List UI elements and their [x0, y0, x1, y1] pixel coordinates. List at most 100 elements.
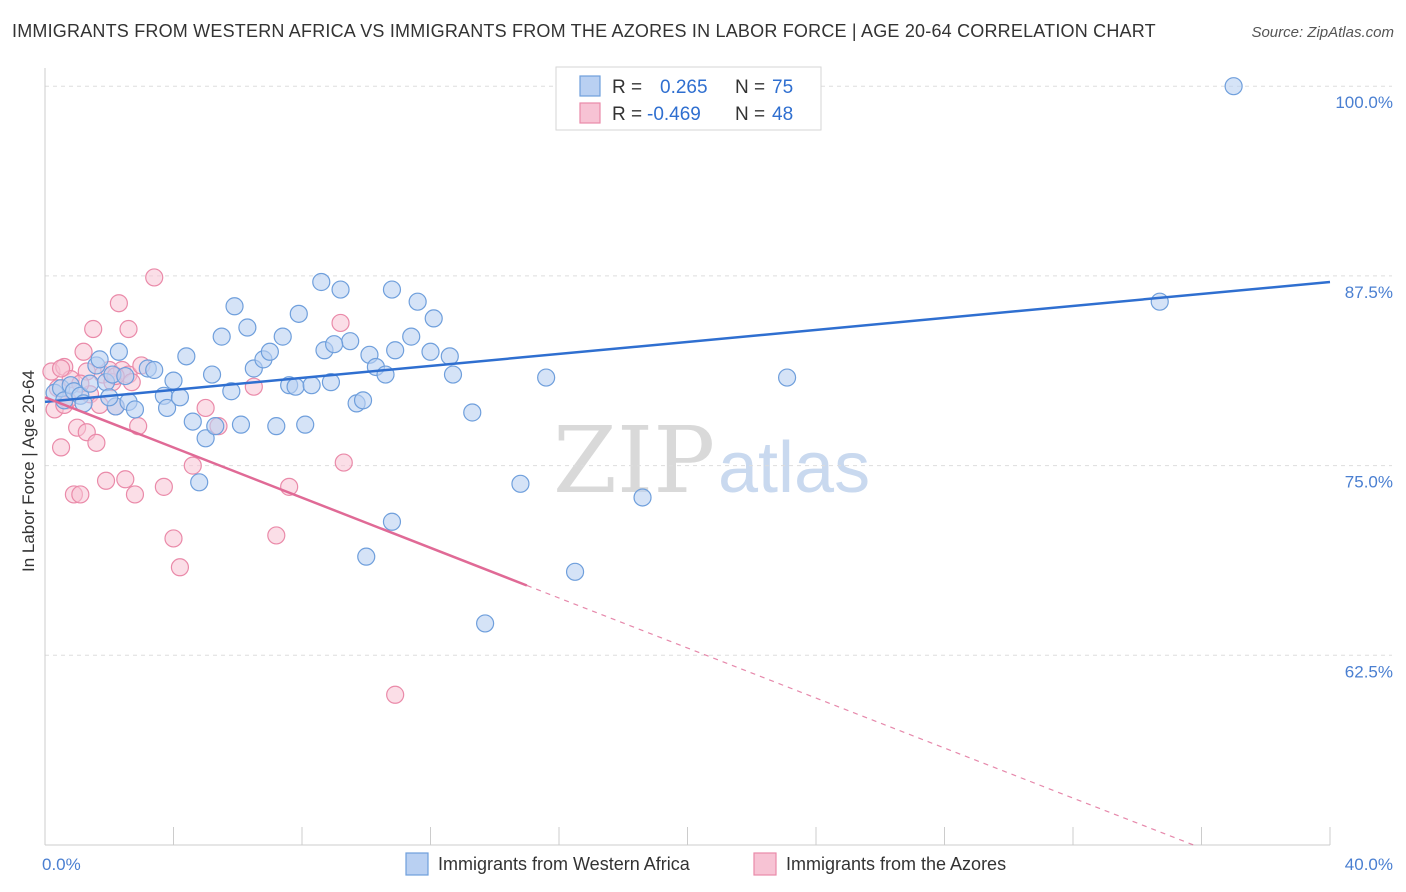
azores-point-30	[154, 477, 173, 496]
y-tick-label-0: 62.5%	[1345, 662, 1393, 681]
x-tick-label-0: 0.0%	[42, 855, 81, 874]
western-africa-point-66	[537, 368, 556, 387]
western-africa-point-28	[206, 417, 225, 436]
azores-point-31	[164, 529, 183, 548]
x-tick-label-1: 40.0%	[1345, 855, 1393, 874]
western-africa-point-63	[440, 347, 459, 366]
legend-r-label-1: R =	[612, 77, 642, 98]
azores-point-43	[96, 471, 116, 490]
western-africa-point-46	[321, 373, 341, 392]
western-africa-point-65	[511, 474, 530, 493]
western-africa-point-60	[421, 342, 440, 361]
legend-swatch-western-africa	[579, 75, 601, 97]
western-africa-point-32	[231, 415, 251, 434]
western-africa-point-48	[341, 332, 360, 351]
trend-line-azores-dashed	[526, 584, 1194, 846]
western-africa-point-64	[463, 403, 482, 422]
y-axis-label: In Labor Force | Age 20-64	[19, 370, 38, 572]
western-africa-point-18	[145, 360, 164, 380]
western-africa-point-38	[273, 327, 292, 346]
western-africa-point-14	[116, 366, 135, 386]
western-africa-point-16	[125, 400, 145, 419]
western-africa-point-9	[90, 350, 109, 369]
western-africa-point-26	[196, 429, 215, 448]
western-africa-point-71	[1224, 77, 1243, 96]
western-africa-point-42	[296, 415, 315, 434]
x-tick-labels: 0.0% 40.0%	[42, 855, 1393, 874]
legend-r-value-1: 0.265	[660, 77, 708, 98]
azores-point-13	[84, 319, 103, 339]
azores-point-10	[74, 342, 93, 361]
azores-point-34	[196, 398, 215, 418]
western-africa-point-56	[382, 280, 402, 299]
western-africa-point-59	[408, 292, 427, 311]
azores-point-28	[119, 319, 138, 339]
western-africa-point-69	[777, 368, 797, 387]
bottom-legend-label-western-africa: Immigrants from Western Africa	[438, 854, 691, 874]
bottom-legend-swatch-azores	[753, 852, 777, 876]
western-africa-point-21	[164, 371, 183, 390]
trend-line-azores	[44, 396, 528, 587]
western-africa-point-7	[80, 374, 100, 393]
azores-point-39	[331, 313, 350, 333]
western-africa-point-25	[190, 473, 209, 492]
azores-point-20	[109, 294, 128, 313]
legend-box: R = 0.265 N = 75 R = -0.469 N = 48	[555, 66, 822, 131]
western-africa-point-47	[331, 280, 350, 299]
bottom-legend-label-azores: Immigrants from the Azores	[786, 854, 1006, 874]
bottom-legend-swatch-western-africa	[405, 852, 429, 876]
western-africa-point-22	[170, 388, 190, 407]
legend-n-value-2: 48	[772, 104, 793, 125]
western-africa-point-67	[565, 562, 585, 581]
western-africa-point-70	[1150, 292, 1169, 311]
western-africa-point-37	[267, 417, 286, 436]
western-africa-point-31	[225, 297, 244, 316]
y-tick-label-3: 100.0%	[1335, 93, 1393, 112]
azores-point-14	[87, 433, 106, 452]
western-africa-point-30	[222, 382, 241, 401]
western-africa-point-74	[325, 335, 344, 354]
y-tick-labels: 62.5% 75.0% 87.5% 100.0%	[1335, 93, 1393, 681]
legend-r-value-2: -0.469	[647, 104, 701, 125]
azores-point-29	[145, 268, 164, 287]
western-africa-point-72	[476, 614, 495, 633]
western-africa-point-62	[443, 365, 463, 384]
chart-title: IMMIGRANTS FROM WESTERN AFRICA VS IMMIGR…	[12, 21, 1156, 41]
azores-point-32	[170, 558, 190, 577]
azores-point-41	[386, 685, 405, 704]
legend-n-label-2: N =	[735, 104, 765, 125]
legend-n-label-1: N =	[735, 77, 765, 98]
legend-swatch-azores	[579, 102, 601, 124]
legend-r-label-2: R =	[612, 104, 642, 125]
western-africa-point-13	[109, 342, 128, 361]
trend-line-western-africa	[44, 280, 1331, 404]
western-africa-point-57	[386, 341, 405, 360]
western-africa-point-24	[183, 412, 202, 431]
watermark-atlas: atlas	[718, 428, 870, 508]
azores-point-9	[71, 485, 90, 504]
western-africa-point-55	[382, 512, 402, 531]
axes	[44, 68, 1331, 846]
azores-point-44	[51, 359, 71, 378]
western-africa-point-40	[286, 377, 305, 396]
azores-point-22	[116, 470, 135, 489]
bottom-legend: Immigrants from Western Africa Immigrant…	[405, 852, 1006, 876]
legend-n-value-1: 75	[772, 77, 793, 98]
trend-lines	[44, 280, 1331, 846]
azores-point-3	[51, 438, 71, 457]
western-africa-point-23	[177, 347, 196, 366]
western-africa-point-44	[312, 272, 331, 292]
western-africa-point-29	[212, 327, 231, 346]
azores-point-40	[334, 453, 353, 472]
y-tick-label-1: 75.0%	[1345, 473, 1393, 492]
western-africa-point-58	[402, 327, 421, 346]
western-africa-point-27	[202, 365, 222, 384]
western-africa-point-61	[424, 309, 443, 328]
western-africa-point-50	[353, 391, 373, 410]
azores-point-33	[183, 456, 202, 475]
western-africa-point-68	[633, 488, 652, 507]
western-africa-point-33	[238, 318, 257, 337]
series-western-africa-points	[45, 77, 1243, 633]
western-africa-point-36	[260, 342, 279, 361]
azores-point-37	[267, 526, 286, 545]
